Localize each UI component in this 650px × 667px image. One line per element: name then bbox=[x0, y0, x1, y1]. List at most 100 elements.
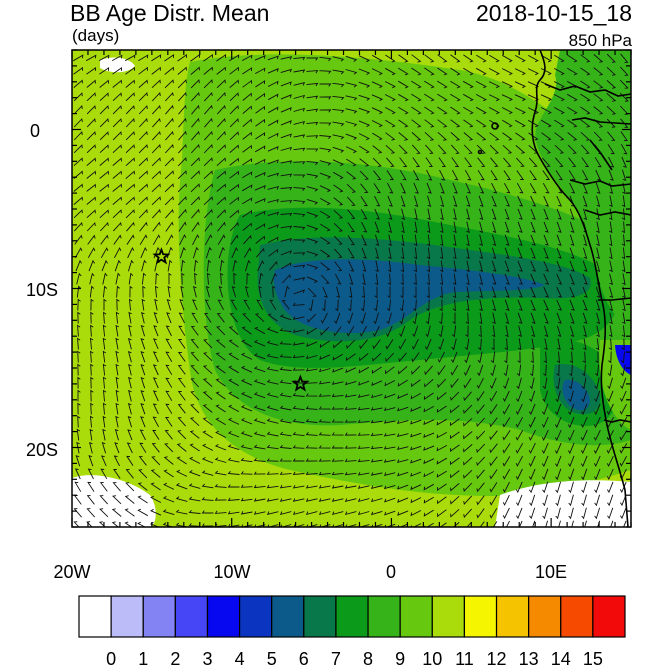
wind-barb bbox=[540, 94, 552, 102]
wind-barb bbox=[423, 483, 435, 491]
wind-barb bbox=[333, 209, 344, 219]
wind-barb bbox=[204, 299, 211, 311]
wind-barb bbox=[293, 94, 306, 99]
wind-barb bbox=[201, 510, 214, 514]
wind-barb bbox=[437, 106, 448, 115]
wind-barb bbox=[344, 485, 357, 489]
wind-barb bbox=[514, 119, 526, 128]
wind-barb bbox=[203, 157, 213, 167]
wind-barb bbox=[530, 195, 537, 207]
wind-barb bbox=[386, 312, 392, 325]
wind-barb bbox=[201, 483, 214, 489]
wind-barb bbox=[437, 131, 448, 141]
wind-barb bbox=[344, 394, 357, 398]
wind-barb bbox=[127, 429, 133, 441]
wind-barb bbox=[155, 272, 159, 285]
wind-barb bbox=[216, 131, 226, 141]
wind-barb bbox=[426, 260, 431, 273]
wind-barb bbox=[229, 170, 239, 179]
wind-barb bbox=[244, 285, 249, 298]
wind-barb bbox=[319, 354, 331, 360]
wind-barb bbox=[606, 53, 616, 63]
wind-barb bbox=[255, 223, 266, 231]
wind-barb bbox=[189, 430, 200, 439]
wind-barb bbox=[267, 146, 279, 152]
wind-barb bbox=[112, 105, 122, 115]
wind-barb bbox=[293, 56, 306, 61]
wind-barb bbox=[452, 169, 459, 181]
wind-barb bbox=[476, 404, 485, 415]
wind-barb bbox=[466, 260, 470, 273]
wind-barb bbox=[125, 183, 135, 192]
wind-barb bbox=[102, 376, 107, 389]
wind-barb bbox=[491, 221, 497, 234]
wind-barb bbox=[489, 377, 497, 390]
wind-barb bbox=[344, 432, 357, 436]
wind-barb bbox=[138, 131, 148, 141]
wind-barb bbox=[541, 132, 552, 141]
colorbar-label-12: 12 bbox=[487, 649, 507, 667]
wind-barb bbox=[203, 208, 213, 219]
wind-barb bbox=[127, 350, 132, 363]
wind-barb bbox=[580, 429, 588, 441]
wind-barb bbox=[128, 324, 132, 337]
wind-barb bbox=[293, 147, 306, 152]
wind-barb bbox=[89, 428, 94, 441]
wind-barb bbox=[383, 420, 396, 424]
wind-barb bbox=[466, 521, 473, 527]
wind-barb bbox=[332, 171, 344, 180]
wind-barb bbox=[388, 221, 393, 234]
wind-barb bbox=[606, 403, 614, 415]
wind-barb bbox=[594, 377, 600, 390]
wind-barb bbox=[556, 299, 562, 311]
wind-barb bbox=[374, 208, 380, 220]
wind-barb bbox=[543, 286, 550, 298]
wind-barb bbox=[320, 312, 328, 324]
wind-barb bbox=[306, 70, 319, 74]
wind-barb bbox=[383, 432, 396, 437]
wind-barb bbox=[125, 66, 135, 75]
wind-barb bbox=[517, 221, 523, 233]
wind-barb bbox=[267, 198, 280, 203]
wind-barb bbox=[281, 274, 291, 284]
wind-barb bbox=[242, 197, 253, 205]
wind-barb bbox=[99, 67, 110, 75]
field-low-sw bbox=[72, 475, 156, 527]
wind-barb bbox=[439, 299, 443, 312]
wind-barb bbox=[622, 182, 626, 195]
wind-barb bbox=[399, 157, 408, 167]
wind-barb bbox=[267, 185, 280, 190]
wind-barb bbox=[451, 351, 458, 364]
wind-barb bbox=[86, 105, 96, 115]
wind-barb bbox=[203, 54, 213, 62]
wind-barb bbox=[214, 484, 227, 488]
wind-barb bbox=[398, 106, 409, 115]
wind-barb bbox=[253, 339, 266, 347]
wind-barb bbox=[450, 522, 460, 527]
wind-barb bbox=[385, 132, 396, 141]
wind-barb bbox=[360, 312, 366, 325]
wind-barb bbox=[99, 209, 109, 219]
wind-barb bbox=[102, 350, 107, 363]
wind-barb bbox=[423, 392, 434, 400]
wind-barb bbox=[292, 445, 305, 449]
wind-barb bbox=[165, 117, 174, 128]
wind-barb bbox=[609, 260, 613, 273]
wind-barb bbox=[165, 377, 173, 388]
wind-barb bbox=[178, 325, 186, 336]
wind-barb bbox=[528, 442, 536, 454]
wind-barb bbox=[280, 56, 293, 60]
wind-barb bbox=[215, 417, 226, 426]
wind-barb bbox=[229, 118, 239, 128]
wind-barb bbox=[582, 299, 588, 311]
wind-barb bbox=[73, 183, 83, 192]
wind-barb bbox=[397, 379, 408, 387]
wind-barb bbox=[292, 342, 305, 346]
wind-barb bbox=[229, 222, 239, 232]
wind-barb bbox=[140, 338, 146, 350]
wind-barb bbox=[502, 443, 511, 454]
wind-barb bbox=[528, 132, 539, 141]
wind-barb bbox=[165, 417, 173, 427]
wind-barb bbox=[191, 117, 200, 128]
wind-barb bbox=[214, 444, 227, 451]
